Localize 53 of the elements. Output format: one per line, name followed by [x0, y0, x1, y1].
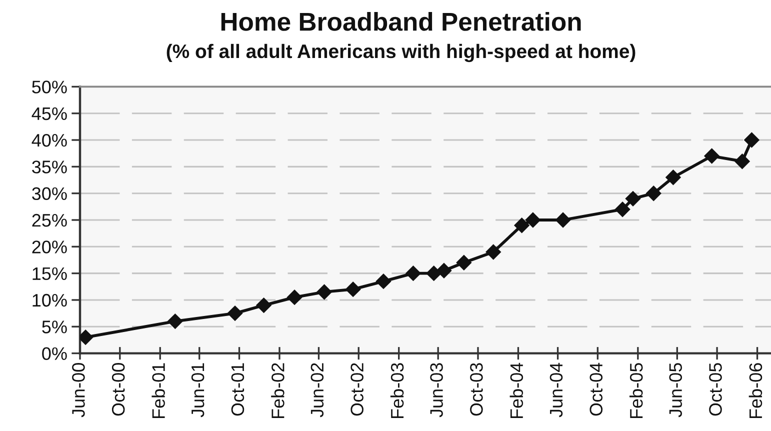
y-tick-label: 45% [32, 107, 67, 120]
point [614, 202, 630, 217]
x-tick-label: Oct-04 [590, 362, 603, 416]
point [744, 132, 760, 148]
point [734, 154, 750, 169]
point [555, 212, 571, 228]
y-tick-label: 25% [32, 214, 67, 227]
x-tick-label: Jun-05 [669, 363, 682, 418]
point [286, 290, 302, 305]
point [666, 170, 681, 185]
x-tick-label: Oct-05 [709, 363, 722, 416]
point [456, 255, 472, 270]
x-tick-label: Feb-02 [271, 363, 284, 418]
x-tick-label: Oct-01 [231, 363, 244, 416]
y-tick-label: 30% [32, 187, 67, 200]
x-tick-label: Jun-04 [550, 362, 563, 418]
point [345, 282, 361, 297]
point [168, 314, 183, 329]
x-tick-label: Feb-05 [629, 363, 643, 418]
point [436, 263, 452, 278]
x-tick-label: Feb-04 [510, 362, 524, 418]
point [646, 186, 662, 201]
y-tick-label: 50% [32, 80, 67, 94]
y-tick-label: 15% [32, 267, 67, 280]
chart-subtitle: (% of all adult Americans with high-speed at home) [166, 44, 636, 62]
y-tick-label: 0% [42, 347, 67, 360]
point [525, 212, 540, 228]
y-tick-label: 35% [32, 160, 67, 174]
x-tick-label: Feb-06 [748, 363, 762, 418]
point [426, 266, 442, 281]
x-tick-label: Feb-01 [152, 363, 165, 418]
chart-title: Home Broadband Penetration [221, 12, 581, 31]
x-tick-label: Feb-03 [390, 363, 404, 418]
point [376, 274, 392, 289]
y-tick-label: 5% [42, 320, 67, 334]
point [406, 266, 421, 281]
point [316, 284, 332, 300]
y-tick-label: 20% [32, 240, 67, 254]
x-tick-label: Oct-02 [350, 363, 364, 416]
point [625, 191, 641, 206]
point [486, 244, 501, 260]
y-tick-label: 10% [32, 294, 67, 307]
x-tick-label: Jun-01 [191, 363, 204, 418]
point [256, 298, 272, 313]
x-tick-label: Jun-03 [430, 363, 443, 418]
point [704, 148, 720, 164]
point [227, 306, 243, 321]
x-tick-label: Jun-02 [310, 363, 324, 418]
x-tick-label: Oct-03 [470, 363, 483, 416]
y-tick-label: 40% [32, 134, 67, 147]
point [514, 218, 530, 233]
x-tick-label: Oct-00 [112, 363, 125, 416]
x-tick-label: Jun-00 [72, 363, 85, 418]
